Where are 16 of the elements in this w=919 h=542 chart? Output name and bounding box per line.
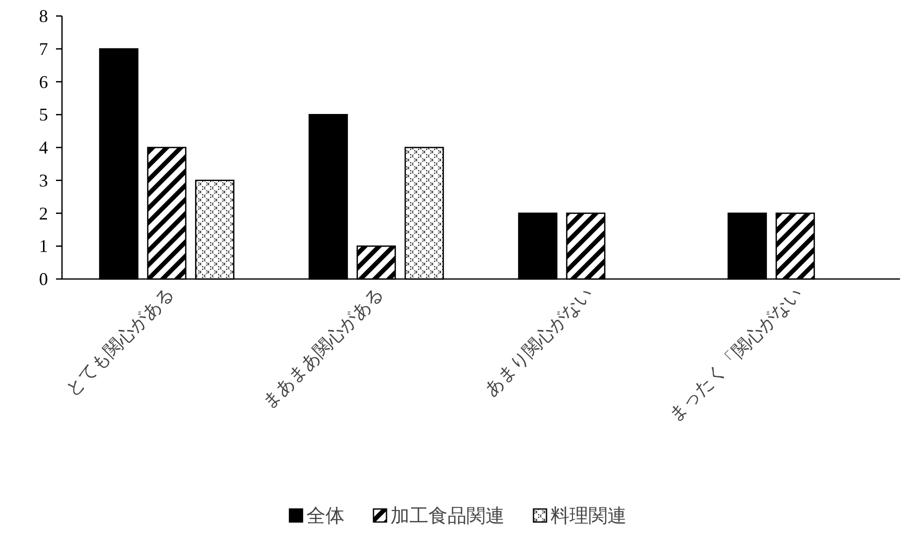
y-tick-label: 7 xyxy=(39,38,48,59)
y-tick-label: 4 xyxy=(39,138,48,158)
y-tick-label: 3 xyxy=(39,170,48,190)
legend-label: 料理関連 xyxy=(550,506,626,527)
x-tick-label: まったく「関心がない xyxy=(664,284,806,426)
y-tick-label: 2 xyxy=(39,203,48,224)
x-tick-label: あまり関心がない xyxy=(480,284,597,400)
y-tick-label: 1 xyxy=(39,236,48,256)
y-tick-label: 6 xyxy=(39,72,48,92)
y-tick-label: 0 xyxy=(39,269,48,289)
y-tick-label: 8 xyxy=(39,6,48,26)
x-tick-label: まあまあ関心がある xyxy=(258,284,388,412)
y-tick-label: 5 xyxy=(39,104,48,125)
x-tick-label: とても関心がある xyxy=(62,284,178,400)
legend-label: 加工食品関連 xyxy=(390,506,504,527)
legend-label: 全体 xyxy=(306,506,344,527)
